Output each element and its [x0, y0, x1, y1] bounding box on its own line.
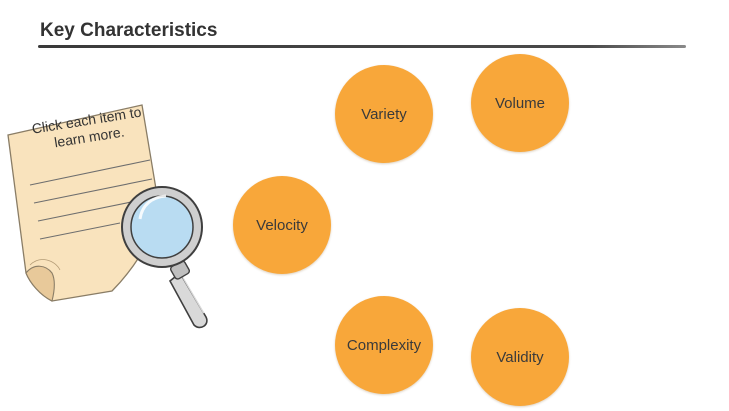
instruction-illustration: [7, 104, 208, 329]
magnifying-glass-icon: [121, 186, 208, 329]
variety-button[interactable]: Variety: [335, 65, 433, 163]
validity-label: Validity: [496, 348, 544, 366]
page-title: Key Characteristics: [40, 20, 218, 41]
volume-button[interactable]: Volume: [471, 54, 569, 152]
title-divider: [38, 45, 686, 48]
velocity-button[interactable]: Velocity: [233, 176, 331, 274]
complexity-label: Complexity: [346, 336, 422, 354]
note-paper-icon: [7, 104, 161, 302]
validity-button[interactable]: Validity: [471, 308, 569, 406]
complexity-button[interactable]: Complexity: [335, 296, 433, 394]
velocity-label: Velocity: [256, 216, 308, 234]
volume-label: Volume: [494, 94, 546, 112]
variety-label: Variety: [361, 105, 407, 123]
